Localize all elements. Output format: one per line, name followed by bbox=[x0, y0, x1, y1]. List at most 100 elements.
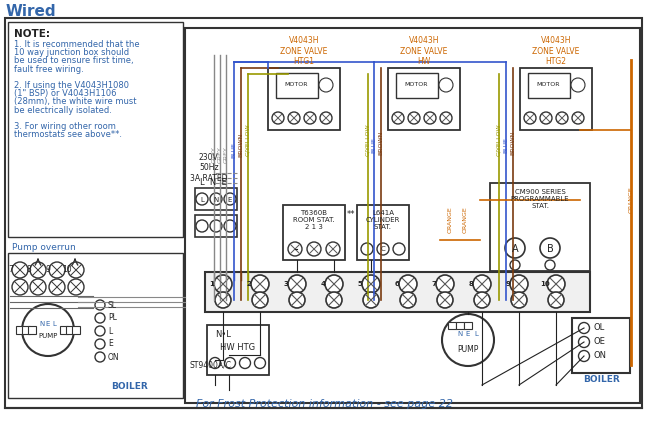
Circle shape bbox=[288, 242, 302, 256]
Circle shape bbox=[214, 275, 232, 293]
Circle shape bbox=[540, 112, 552, 124]
Circle shape bbox=[30, 279, 46, 295]
Text: E: E bbox=[108, 340, 113, 349]
Bar bbox=[60, 326, 68, 334]
Bar bbox=[28, 326, 36, 334]
Text: N•L: N•L bbox=[215, 330, 231, 339]
Text: thermostats see above**.: thermostats see above**. bbox=[14, 130, 122, 139]
Circle shape bbox=[436, 275, 454, 293]
Text: 2. If using the V4043H1080: 2. If using the V4043H1080 bbox=[14, 81, 129, 90]
Circle shape bbox=[325, 275, 343, 293]
Text: For Frost Protection information - see page 22: For Frost Protection information - see p… bbox=[195, 399, 452, 409]
Circle shape bbox=[326, 292, 342, 308]
Text: L: L bbox=[108, 327, 112, 335]
Text: ORANGE: ORANGE bbox=[448, 207, 452, 233]
Circle shape bbox=[252, 292, 268, 308]
Circle shape bbox=[524, 112, 536, 124]
Text: 1. It is recommended that the: 1. It is recommended that the bbox=[14, 40, 140, 49]
Text: L641A
CYLINDER
STAT.: L641A CYLINDER STAT. bbox=[366, 210, 400, 230]
Text: (28mm), the white wire must: (28mm), the white wire must bbox=[14, 97, 137, 106]
Bar bbox=[490, 183, 590, 271]
Text: BLUE: BLUE bbox=[371, 137, 377, 153]
Text: 10: 10 bbox=[62, 265, 72, 274]
Circle shape bbox=[400, 292, 416, 308]
Circle shape bbox=[251, 275, 269, 293]
Circle shape bbox=[578, 336, 589, 347]
Circle shape bbox=[289, 292, 305, 308]
Text: L  N  E: L N E bbox=[200, 178, 226, 187]
Circle shape bbox=[49, 262, 65, 278]
Text: A: A bbox=[512, 244, 518, 254]
Circle shape bbox=[439, 78, 453, 92]
Circle shape bbox=[377, 243, 389, 255]
Text: 3. For wiring other room: 3. For wiring other room bbox=[14, 122, 116, 131]
Bar bbox=[528, 73, 570, 98]
Text: T6360B
ROOM STAT.
2 1 3: T6360B ROOM STAT. 2 1 3 bbox=[293, 210, 335, 230]
Text: ORANGE: ORANGE bbox=[628, 187, 633, 214]
Text: GREY: GREY bbox=[217, 146, 223, 163]
Text: be electrically isolated.: be electrically isolated. bbox=[14, 106, 112, 115]
Text: PL: PL bbox=[108, 314, 117, 322]
Bar bbox=[388, 68, 460, 130]
Text: 6: 6 bbox=[395, 281, 399, 287]
Bar bbox=[448, 322, 456, 329]
Text: 230V
50Hz
3A RATED: 230V 50Hz 3A RATED bbox=[190, 153, 228, 183]
Text: 2: 2 bbox=[247, 281, 252, 287]
Circle shape bbox=[304, 112, 316, 124]
Circle shape bbox=[68, 279, 84, 295]
Circle shape bbox=[578, 322, 589, 333]
Text: **: ** bbox=[347, 210, 355, 219]
Text: G/YELLOW: G/YELLOW bbox=[496, 124, 501, 156]
Circle shape bbox=[571, 78, 585, 92]
Text: N: N bbox=[214, 197, 219, 203]
Text: ON: ON bbox=[108, 352, 120, 362]
Circle shape bbox=[22, 304, 74, 356]
Circle shape bbox=[540, 238, 560, 258]
Circle shape bbox=[224, 220, 236, 232]
Text: ORANGE: ORANGE bbox=[463, 207, 468, 233]
Circle shape bbox=[437, 292, 453, 308]
Bar bbox=[357, 205, 409, 260]
Text: OE: OE bbox=[594, 338, 606, 346]
Circle shape bbox=[224, 193, 236, 205]
Text: L: L bbox=[474, 331, 478, 337]
Circle shape bbox=[210, 357, 221, 368]
Circle shape bbox=[578, 351, 589, 362]
Text: 3: 3 bbox=[283, 281, 289, 287]
Text: L: L bbox=[200, 197, 204, 203]
Circle shape bbox=[399, 275, 417, 293]
Text: GREY: GREY bbox=[223, 146, 228, 163]
Bar bbox=[207, 325, 269, 375]
Text: E: E bbox=[466, 331, 470, 337]
Text: NOTE:: NOTE: bbox=[14, 29, 50, 39]
Bar bbox=[456, 322, 464, 329]
Circle shape bbox=[362, 275, 380, 293]
Bar bbox=[195, 215, 237, 237]
Circle shape bbox=[307, 242, 321, 256]
Circle shape bbox=[474, 292, 490, 308]
Text: G/YELLOW: G/YELLOW bbox=[366, 124, 371, 156]
Circle shape bbox=[361, 243, 373, 255]
Text: BOILER: BOILER bbox=[583, 375, 619, 384]
Text: C: C bbox=[380, 246, 386, 252]
Circle shape bbox=[319, 78, 333, 92]
Bar bbox=[268, 68, 340, 130]
Circle shape bbox=[473, 275, 491, 293]
Circle shape bbox=[288, 275, 306, 293]
Circle shape bbox=[363, 292, 379, 308]
Circle shape bbox=[505, 238, 525, 258]
Circle shape bbox=[272, 112, 284, 124]
Text: BLUE: BLUE bbox=[232, 142, 237, 158]
Text: 1: 1 bbox=[210, 281, 214, 287]
Text: PUMP: PUMP bbox=[457, 346, 479, 354]
Circle shape bbox=[30, 262, 46, 278]
Bar bbox=[276, 73, 318, 98]
Circle shape bbox=[254, 357, 265, 368]
Text: HW HTG: HW HTG bbox=[221, 343, 256, 352]
Circle shape bbox=[196, 220, 208, 232]
Text: 7: 7 bbox=[8, 265, 14, 274]
Circle shape bbox=[408, 112, 420, 124]
Circle shape bbox=[510, 275, 528, 293]
Text: N: N bbox=[457, 331, 463, 337]
Circle shape bbox=[95, 313, 105, 323]
